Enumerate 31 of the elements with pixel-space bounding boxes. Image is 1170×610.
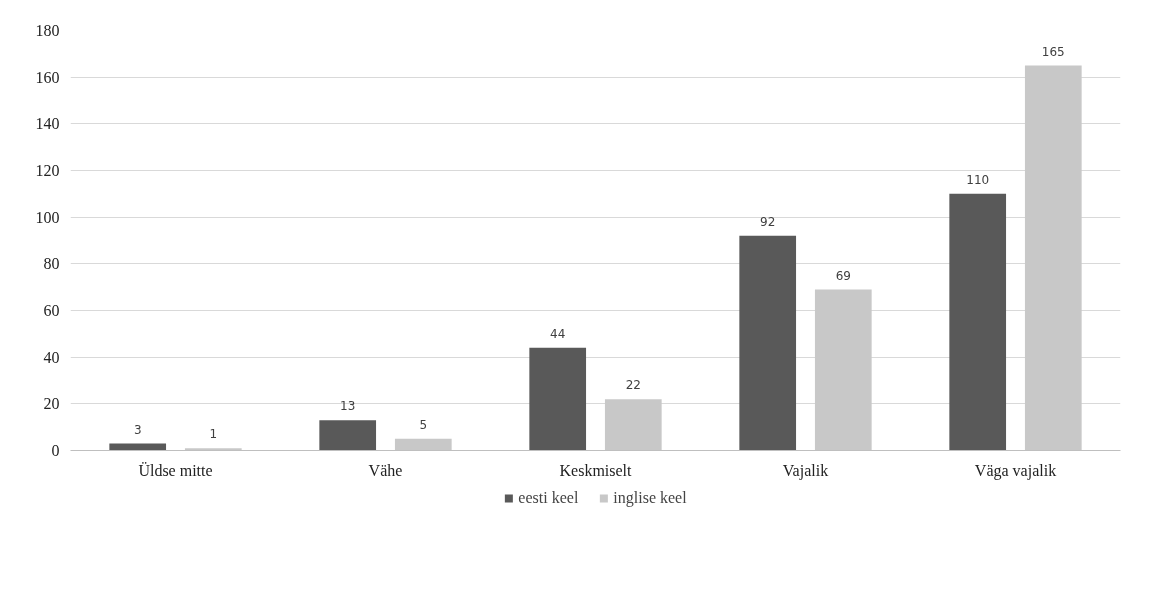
data-label: 13 (340, 399, 356, 414)
bar (949, 193, 1007, 451)
y-tick-label: 120 (35, 162, 60, 179)
x-tick-label: Vajalik (782, 461, 829, 480)
bar (529, 347, 587, 451)
y-tick-label: 100 (35, 208, 60, 226)
x-tick-label: Väga vajalik (974, 461, 1057, 480)
bar (739, 235, 797, 451)
data-label: 92 (760, 214, 776, 229)
data-label: 22 (625, 378, 641, 393)
data-label: 44 (550, 326, 566, 341)
y-tick-label: 0 (51, 442, 60, 459)
y-tick-label: 80 (43, 255, 60, 273)
data-label: 1 (209, 427, 218, 442)
y-tick-label: 160 (35, 68, 60, 86)
y-tick-label: 180 (35, 22, 60, 39)
data-label: 69 (835, 268, 851, 283)
data-label: 165 (1041, 44, 1065, 59)
y-tick-label: 60 (43, 302, 60, 319)
data-label: 5 (419, 417, 428, 432)
data-label: 3 (133, 422, 142, 437)
data-label: 110 (966, 172, 990, 187)
legend-label: eesti keel (518, 489, 579, 507)
legend-label: inglise keel (613, 489, 687, 507)
y-tick-label: 40 (43, 348, 60, 366)
x-tick-label: Üldse mitte (138, 461, 213, 479)
bar (319, 420, 377, 451)
y-tick-label: 20 (43, 395, 60, 413)
y-tick-label: 140 (35, 115, 60, 133)
x-tick-label: Vähe (368, 461, 403, 479)
x-tick-label: Keskmiselt (559, 461, 633, 479)
